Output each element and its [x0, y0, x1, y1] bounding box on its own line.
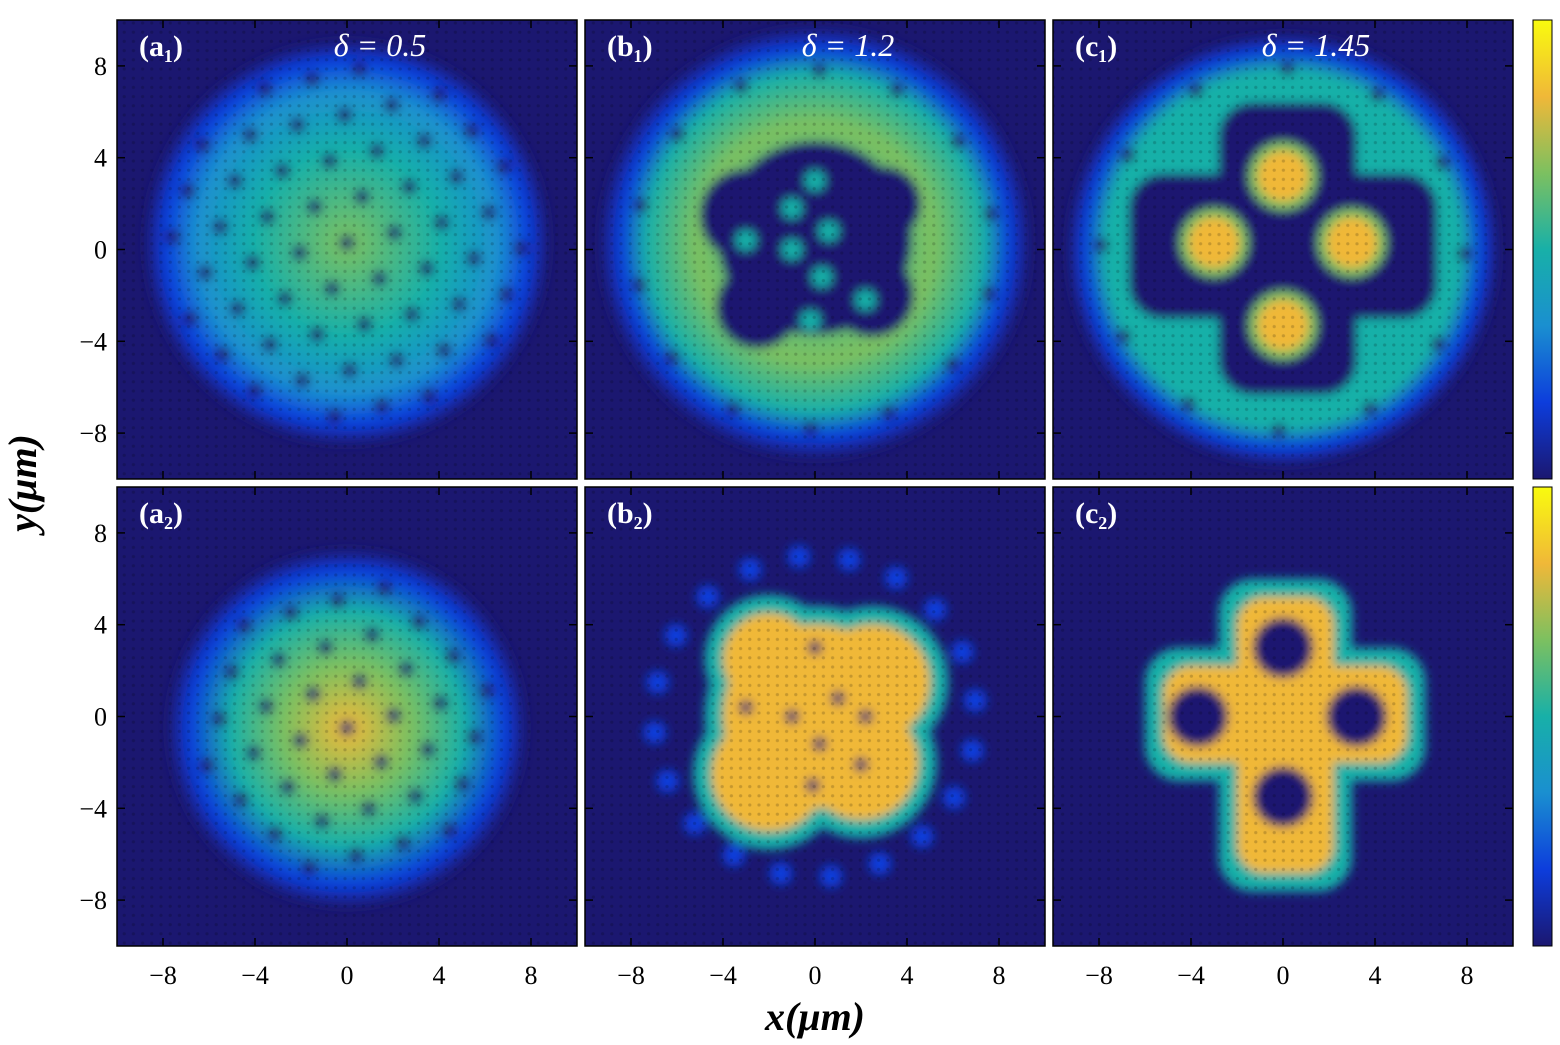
panel-label: (c₁) — [1075, 30, 1117, 63]
panel — [1053, 20, 1513, 479]
y-tick-label: 8 — [94, 52, 107, 81]
panel-label: (c₂) — [1075, 497, 1117, 530]
panel — [117, 487, 577, 946]
y-tick-label: −4 — [79, 327, 107, 356]
y-tick-label: 0 — [94, 236, 107, 265]
panel-title: δ = 1.45 — [1262, 27, 1370, 63]
x-tick-label: 0 — [1277, 961, 1290, 990]
x-tick-label: −8 — [617, 961, 645, 990]
x-tick-label: −8 — [149, 961, 177, 990]
panel-label: (a₁) — [139, 30, 183, 63]
panel — [585, 487, 1045, 946]
y-tick-label: −8 — [79, 419, 107, 448]
x-tick-label: −4 — [709, 961, 737, 990]
y-tick-label: −4 — [79, 794, 107, 823]
panel-label: (a₂) — [139, 497, 183, 530]
lattice-texture — [117, 487, 577, 946]
lattice-texture — [1053, 20, 1513, 479]
y-axis-label: y(μm) — [0, 434, 45, 536]
panel — [585, 20, 1045, 479]
panel — [1053, 487, 1513, 946]
y-tick-label: −8 — [79, 886, 107, 915]
y-tick-label: 0 — [94, 703, 107, 732]
x-tick-label: 8 — [525, 961, 538, 990]
x-tick-label: −4 — [1177, 961, 1205, 990]
colorbar — [1532, 486, 1553, 947]
x-tick-label: 0 — [809, 961, 822, 990]
x-tick-label: 8 — [1461, 961, 1474, 990]
x-tick-label: −4 — [241, 961, 269, 990]
panel-title: δ = 1.2 — [802, 27, 894, 63]
x-tick-label: 4 — [433, 961, 446, 990]
colorbar — [1532, 19, 1553, 480]
panel-title: δ = 0.5 — [334, 27, 426, 63]
panel — [117, 20, 577, 479]
lattice-texture — [585, 20, 1045, 479]
lattice-texture — [585, 487, 1045, 946]
x-axis-label: x(μm) — [764, 994, 865, 1039]
lattice-texture — [1053, 487, 1513, 946]
x-tick-label: 8 — [993, 961, 1006, 990]
lattice-texture — [117, 20, 577, 479]
x-tick-label: −8 — [1085, 961, 1113, 990]
x-tick-label: 4 — [901, 961, 914, 990]
x-tick-label: 4 — [1369, 961, 1382, 990]
x-tick-label: 0 — [341, 961, 354, 990]
y-tick-label: 4 — [94, 611, 107, 640]
y-tick-label: 8 — [94, 519, 107, 548]
panel-label: (b₂) — [607, 497, 653, 530]
y-tick-label: 4 — [94, 144, 107, 173]
panel-label: (b₁) — [607, 30, 653, 63]
